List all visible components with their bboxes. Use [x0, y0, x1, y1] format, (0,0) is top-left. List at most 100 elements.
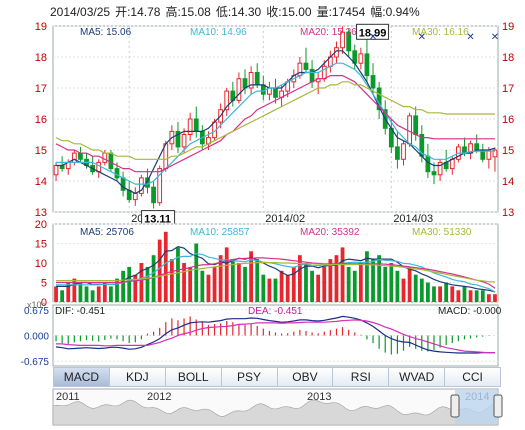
volume-bar — [194, 243, 199, 302]
candle-body — [114, 168, 120, 179]
candle-body — [437, 161, 443, 176]
candle-body — [449, 158, 455, 170]
macd-lines — [55, 315, 495, 354]
macd-label: DIF: -0.451 — [55, 306, 105, 317]
time-navigator[interactable]: 2011201220132014 — [52, 388, 503, 426]
candle-body — [358, 53, 364, 64]
volume-ma5-line — [56, 245, 496, 293]
tab-kdj[interactable]: KDJ — [110, 368, 166, 386]
candle-body — [370, 75, 376, 89]
candle-body — [254, 72, 260, 86]
volume-bar — [444, 282, 449, 302]
tab-rsi[interactable]: RSI — [333, 368, 390, 386]
volume-bar — [438, 286, 442, 302]
candle-body — [224, 90, 230, 111]
candle-body — [139, 177, 144, 194]
volume-bar — [468, 290, 473, 302]
candle-body — [71, 152, 77, 163]
tab-cci[interactable]: CCI — [462, 370, 483, 384]
price-y-ticks: 19 19 18 18 17 17 16 16 15 15 14 14 13 13 — [35, 21, 515, 219]
volume-bar — [486, 294, 491, 302]
volume-bar — [401, 278, 406, 302]
volume-ma-label: MA10: 25857 — [190, 227, 250, 238]
volume-bar — [237, 263, 241, 302]
max-marker-label: 18.99 — [359, 27, 387, 39]
candle-body — [413, 115, 419, 136]
candle-body — [273, 87, 278, 98]
tab-macd[interactable]: MACD — [54, 368, 110, 386]
tab-psy[interactable]: PSY — [222, 368, 278, 386]
macd-tick: 0.000 — [24, 332, 49, 343]
tab-wvad[interactable]: WVAD — [389, 368, 446, 386]
candle-body — [181, 134, 187, 148]
candle-body — [132, 192, 138, 201]
volume-bar — [419, 278, 424, 302]
candle-body — [303, 62, 309, 70]
macd-y-ticks: 0.675 0.000 -0.675 — [21, 306, 50, 368]
volume-bar — [188, 266, 193, 302]
volume-bar — [115, 278, 119, 302]
volume-bar — [450, 286, 455, 302]
volume-bar — [176, 247, 180, 302]
price-tick-right: 16 — [502, 114, 514, 126]
price-ma-label: MA20: 15.36 — [300, 27, 357, 38]
star-marker: ✕ — [369, 32, 377, 43]
volume-bar — [407, 266, 412, 302]
navigator-handle-right[interactable] — [493, 394, 503, 418]
volume-tick: 10 — [35, 258, 47, 270]
tab-obv[interactable]: OBV — [278, 368, 334, 386]
price-tick-left: 13 — [35, 207, 47, 219]
volume-tick: 5 — [41, 278, 47, 290]
volume-bar — [371, 259, 375, 302]
volume-bar — [261, 274, 266, 302]
price-tick-left: 16 — [35, 114, 47, 126]
volume-bar — [340, 247, 345, 302]
candle-body — [78, 152, 83, 160]
volume-ma-label: MA5: 25706 — [80, 227, 134, 238]
navigator-year: 2013 — [307, 391, 331, 403]
navigator-handle-left[interactable] — [450, 394, 460, 418]
tab-boll[interactable]: BOLL — [166, 368, 222, 386]
price-panel-frame — [52, 25, 499, 213]
quote-date: 2014/03/25 — [50, 5, 111, 19]
price-ma-label: MA5: 15.06 — [80, 27, 132, 38]
volume-bar — [377, 255, 382, 302]
volume-bar — [72, 278, 77, 302]
candle-body — [401, 143, 406, 160]
volume-bar — [389, 263, 394, 302]
quote-close: 收:15.00 — [266, 5, 312, 19]
volume-bar — [157, 239, 162, 302]
macd-tick: -0.675 — [21, 357, 50, 368]
navigator-year: 2012 — [147, 391, 171, 403]
price-ma30-line — [55, 81, 495, 160]
volume-ma-lines — [56, 245, 496, 293]
price-tick-right: 19 — [502, 21, 514, 33]
volume-bar — [426, 282, 430, 302]
navigator-selection — [455, 390, 498, 424]
candle-body — [53, 165, 59, 176]
volume-ma-legend: MA5: 25706 MA10: 25857 MA20: 35392 MA30: 51… — [80, 227, 472, 238]
volume-bar — [395, 270, 400, 302]
volume-bar — [279, 270, 284, 302]
navigator-year: 2011 — [56, 391, 80, 403]
price-tick-left: 14 — [35, 176, 47, 188]
navigator-area — [52, 399, 499, 426]
volume-bar — [90, 290, 95, 302]
price-tick-right: 14 — [502, 176, 514, 188]
price-tick-right: 13 — [502, 207, 514, 219]
max-marker-box — [356, 23, 390, 40]
volume-bars — [54, 231, 497, 302]
volume-bar — [133, 274, 138, 302]
volume-bar — [102, 282, 107, 302]
volume-bar — [54, 286, 58, 302]
volume-bar — [127, 266, 132, 302]
volume-bar — [169, 259, 174, 302]
candle-body — [157, 168, 163, 204]
price-tick-right: 18 — [502, 52, 514, 64]
candle-body — [193, 118, 199, 132]
price-x-label: 2014/03 — [393, 213, 433, 225]
volume-bar — [480, 290, 485, 302]
volume-bar — [60, 290, 65, 302]
volume-bar — [493, 294, 497, 302]
